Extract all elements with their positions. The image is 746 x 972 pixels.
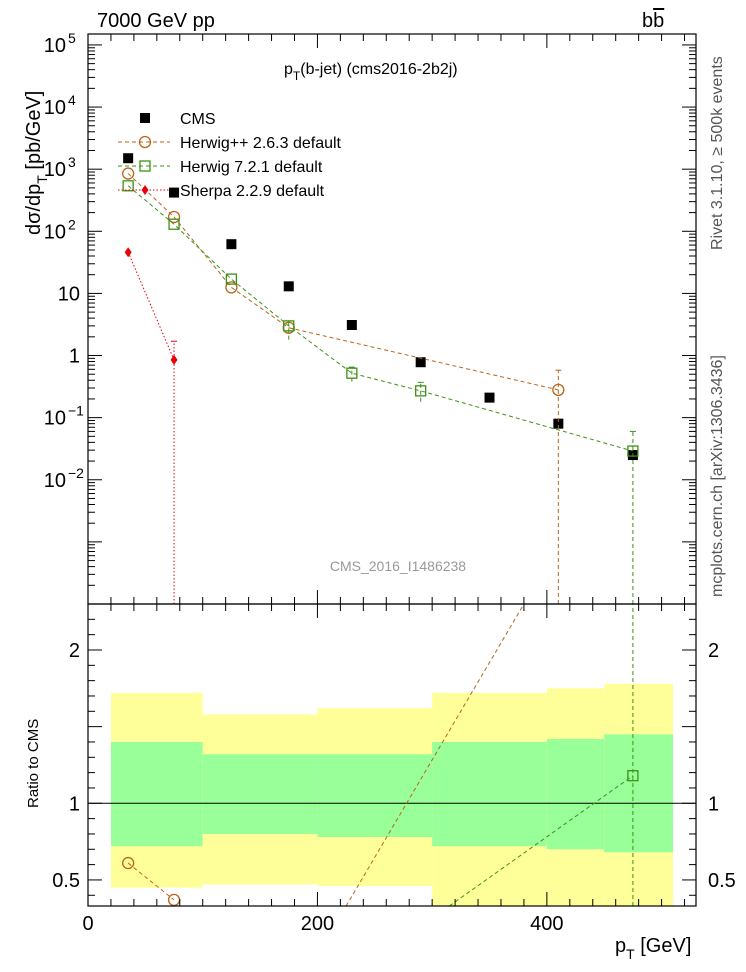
y-tick-label-exponent: 3 <box>68 154 76 170</box>
data-point <box>627 445 639 457</box>
legend-entry: Herwig++ 2.6.3 default <box>118 135 342 152</box>
data-point <box>170 354 178 365</box>
x-tick-label: 200 <box>301 913 334 935</box>
ratio-band-green <box>432 741 547 847</box>
ratio-bands <box>88 683 696 906</box>
ratio-point <box>122 856 135 870</box>
series-line <box>127 173 559 391</box>
y-tick-label: 10 <box>44 470 66 492</box>
data-point <box>122 167 135 180</box>
ratio-y-tick-label: 2 <box>69 640 80 662</box>
legend-entry: CMS <box>140 111 216 128</box>
header-process-label: bb <box>642 10 664 32</box>
data-point <box>168 218 180 230</box>
ratio-line <box>449 775 634 907</box>
data-point <box>169 187 180 198</box>
data-point <box>225 273 238 285</box>
plot-title: pT(b-jet) (cms2016-2b2j) <box>284 61 458 83</box>
series-1 <box>122 167 565 604</box>
y-tick-label: 10 <box>44 221 66 243</box>
data-point <box>553 418 564 429</box>
y-tick-label-exponent: 2 <box>68 216 76 232</box>
data-point <box>415 385 427 397</box>
data-point <box>283 320 295 332</box>
legend-marker <box>138 135 152 149</box>
y-tick-label: 10 <box>44 408 66 430</box>
legend-label: CMS <box>180 111 216 128</box>
ratio-point <box>627 770 639 782</box>
x-tick-label: 400 <box>530 913 563 935</box>
ratio-band-green <box>317 754 433 838</box>
y-tick-label: 10 <box>58 283 80 305</box>
ratio-y-axis-label: Ratio to CMS <box>25 719 42 808</box>
data-point <box>346 367 358 379</box>
ratio-band-cutout <box>317 886 433 906</box>
ratio-y-tick-label: 1 <box>69 793 80 815</box>
data-point <box>283 281 294 292</box>
legend-entry: Sherpa 2.2.9 default <box>118 183 325 200</box>
ratio-band-cutout <box>202 884 318 906</box>
data-point <box>124 247 132 258</box>
x-tick-label: 0 <box>82 913 93 935</box>
ratio-plot <box>122 603 639 907</box>
series-3 <box>124 247 178 604</box>
ratio-line <box>345 603 525 907</box>
mcplots-label: mcplots.cern.ch [arXiv:1306.3436] <box>709 355 726 597</box>
ratio-y-tick-label-right: 2 <box>708 640 719 662</box>
ratio-band-green <box>202 754 318 834</box>
analysis-watermark: CMS_2016_I1486238 <box>330 558 466 574</box>
ratio-band-green <box>546 738 605 850</box>
data-point <box>225 281 238 294</box>
y-tick-label-exponent: 4 <box>68 92 76 108</box>
y-tick-label-exponent: 5 <box>68 30 76 46</box>
ratio-series-line <box>127 862 175 901</box>
data-point <box>167 210 181 224</box>
legend-label: Sherpa 2.2.9 default <box>180 183 325 200</box>
data-point <box>415 357 426 368</box>
series-line <box>127 185 634 452</box>
ratio-band-green <box>110 741 203 847</box>
y-tick-label-exponent: −1 <box>68 403 84 419</box>
ratio-y-tick-label: 0.5 <box>52 870 80 892</box>
main-plot <box>122 153 639 604</box>
ratio-y-tick-label-right: 1 <box>708 793 719 815</box>
y-tick-label-exponent: −2 <box>68 465 84 481</box>
legend-label: Herwig++ 2.6.3 default <box>180 135 342 152</box>
series-2 <box>122 180 639 604</box>
data-point <box>552 383 565 397</box>
y-tick-label: 10 <box>44 35 66 57</box>
legend-marker <box>140 113 150 123</box>
legend-entry: Herwig 7.2.1 default <box>118 159 323 176</box>
data-point <box>346 320 357 331</box>
data-point <box>123 153 134 164</box>
legend-marker <box>141 185 149 195</box>
legend: CMS Herwig++ 2.6.3 default Herwig 7.2.1 de… <box>118 111 342 200</box>
data-point <box>122 180 134 192</box>
ratio-plot-frame <box>87 603 697 907</box>
data-point <box>484 392 495 403</box>
legend-marker <box>139 160 151 172</box>
x-axis-label: pT [GeV] <box>615 935 691 962</box>
main-y-axis-label: dσ/dpT [pb/GeV] <box>23 91 50 235</box>
rivet-label: Rivet 3.1.10, ≥ 500k events <box>709 56 726 250</box>
y-tick-label: 10 <box>44 159 66 181</box>
legend-label: Herwig 7.2.1 default <box>180 159 323 176</box>
ratio-y-tick-label-right: 0.5 <box>708 870 736 892</box>
series-line <box>127 252 175 361</box>
ratio-band-green <box>604 734 674 853</box>
data-point <box>226 239 237 250</box>
y-tick-label: 10 <box>44 97 66 119</box>
header-energy-label: 7000 GeV pp <box>97 10 215 32</box>
y-tick-label: 1 <box>69 346 80 368</box>
